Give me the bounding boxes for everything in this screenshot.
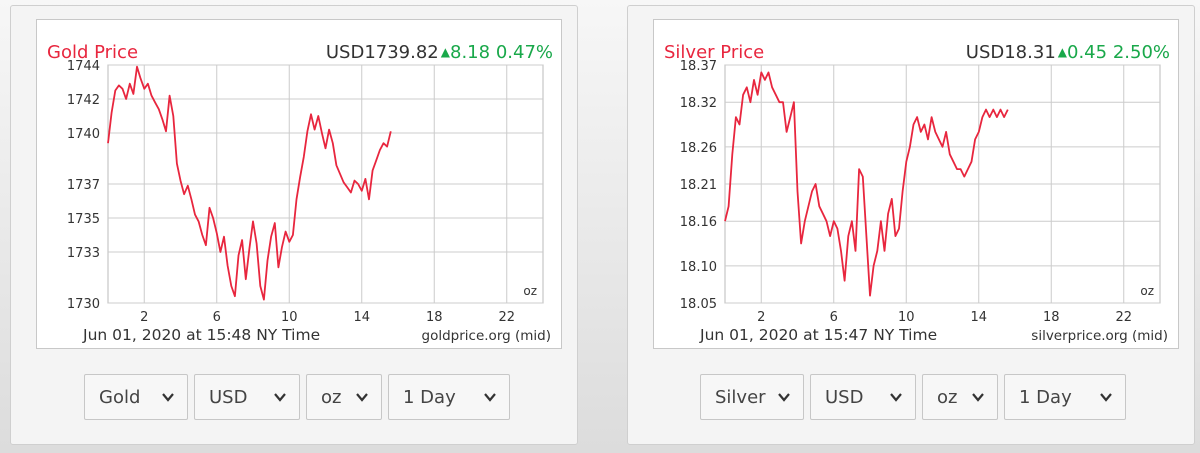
gold-y-tick-label: 1735 bbox=[67, 212, 100, 227]
gold-x-tick-label: 14 bbox=[353, 310, 370, 325]
silver-y-tick-label: 18.16 bbox=[680, 215, 717, 230]
gold-y-tick-label: 1740 bbox=[67, 127, 100, 142]
gold-y-tick-label: 1742 bbox=[67, 93, 100, 108]
unit-select[interactable]: oz bbox=[922, 374, 998, 420]
up-arrow-icon: ▲ bbox=[440, 45, 450, 59]
silver-x-tick-label: 14 bbox=[970, 310, 987, 325]
silver-x-tick-label: 18 bbox=[1043, 310, 1060, 325]
metal-select-value: Gold bbox=[99, 386, 141, 408]
range-select-value: 1 Day bbox=[1019, 386, 1072, 408]
gold-timestamp: Jun 01, 2020 at 15:48 NY Time bbox=[83, 326, 321, 344]
chevron-down-icon bbox=[484, 393, 496, 402]
gold-currency-label: USD bbox=[325, 42, 365, 63]
silver-price-line bbox=[724, 71, 1009, 297]
unit-select-value: oz bbox=[321, 386, 342, 408]
gold-title: Gold Price bbox=[47, 42, 139, 63]
gold-chart-card: 1730 1733 1735 1737 1740 1742 1744 2 6 10 14 18 22 oz… bbox=[36, 19, 562, 349]
range-select[interactable]: 1 Day bbox=[1004, 374, 1126, 420]
metal-select[interactable]: Gold bbox=[84, 374, 188, 420]
range-select-value: 1 Day bbox=[403, 386, 456, 408]
gold-y-tick-label: 1737 bbox=[67, 178, 100, 193]
gold-widget: 1730 1733 1735 1737 1740 1742 1744 2 6 10 14 18 22 oz… bbox=[10, 5, 578, 445]
silver-x-tick-label: 10 bbox=[898, 310, 915, 325]
silver-change: 0.45 bbox=[1067, 42, 1108, 63]
silver-y-tick-label: 18.10 bbox=[680, 260, 717, 275]
chevron-down-icon bbox=[1100, 393, 1112, 402]
gold-change-pct: 0.47% bbox=[495, 42, 553, 63]
gold-change: 8.18 bbox=[450, 42, 491, 63]
gold-x-tick-label: 2 bbox=[140, 310, 148, 325]
silver-y-tick-label: 18.21 bbox=[680, 178, 717, 193]
gold-price: 1739.82 bbox=[364, 42, 439, 63]
unit-select-value: oz bbox=[937, 386, 958, 408]
silver-y-tick-label: 18.32 bbox=[680, 96, 717, 111]
silver-y-tick-label: 18.26 bbox=[680, 141, 717, 156]
chevron-down-icon bbox=[778, 393, 790, 402]
gold-source: goldprice.org (mid) bbox=[421, 328, 551, 344]
chevron-down-icon bbox=[890, 393, 902, 402]
silver-source: silverprice.org (mid) bbox=[1031, 328, 1168, 344]
gold-y-tick-label: 1730 bbox=[67, 297, 100, 312]
silver-chart-card: 18.05 18.10 18.16 18.21 18.26 18.32 18.37 2 6 10 1… bbox=[653, 19, 1179, 349]
silver-y-tick-label: 18.37 bbox=[680, 59, 717, 74]
unit-select[interactable]: oz bbox=[306, 374, 382, 420]
silver-x-tick-label: 22 bbox=[1115, 310, 1132, 325]
currency-select[interactable]: USD bbox=[810, 374, 916, 420]
currency-select[interactable]: USD bbox=[194, 374, 300, 420]
silver-x-tick-label: 2 bbox=[757, 310, 765, 325]
chevron-down-icon bbox=[274, 393, 286, 402]
silver-chart: 18.05 18.10 18.16 18.21 18.26 18.32 18.37 2 6 10 1… bbox=[680, 59, 1161, 325]
silver-unit-label: oz bbox=[1140, 284, 1154, 298]
chevron-down-icon bbox=[162, 393, 174, 402]
silver-title: Silver Price bbox=[664, 42, 765, 63]
gold-x-tick-label: 6 bbox=[213, 310, 221, 325]
silver-change-pct: 2.50% bbox=[1112, 42, 1170, 63]
metal-select[interactable]: Silver bbox=[700, 374, 804, 420]
chevron-down-icon bbox=[972, 393, 984, 402]
silver-currency-label: USD bbox=[965, 42, 1005, 63]
gold-x-tick-label: 18 bbox=[426, 310, 443, 325]
gold-x-tick-label: 10 bbox=[281, 310, 298, 325]
silver-quote: USD18.31 ▲0.45 2.50% bbox=[966, 42, 1170, 63]
gold-price-line bbox=[107, 65, 392, 301]
silver-price: 18.31 bbox=[1004, 42, 1056, 63]
gold-unit-label: oz bbox=[523, 284, 537, 298]
range-select[interactable]: 1 Day bbox=[388, 374, 510, 420]
currency-select-value: USD bbox=[825, 386, 864, 408]
currency-select-value: USD bbox=[209, 386, 248, 408]
gold-y-tick-label: 1744 bbox=[67, 59, 100, 74]
gold-chart: 1730 1733 1735 1737 1740 1742 1744 2 6 10 14 18 22 oz bbox=[67, 59, 544, 325]
silver-x-tick-label: 6 bbox=[830, 310, 838, 325]
silver-y-tick-label: 18.05 bbox=[680, 297, 717, 312]
gold-y-tick-label: 1733 bbox=[67, 246, 100, 261]
chevron-down-icon bbox=[356, 393, 368, 402]
metal-select-value: Silver bbox=[715, 386, 766, 408]
gold-quote: USD1739.82 ▲8.18 0.47% bbox=[326, 42, 553, 63]
gold-x-tick-label: 22 bbox=[498, 310, 515, 325]
silver-widget: 18.05 18.10 18.16 18.21 18.26 18.32 18.37 2 6 10 1… bbox=[627, 5, 1195, 445]
up-arrow-icon: ▲ bbox=[1057, 45, 1067, 59]
silver-timestamp: Jun 01, 2020 at 15:47 NY Time bbox=[700, 326, 938, 344]
